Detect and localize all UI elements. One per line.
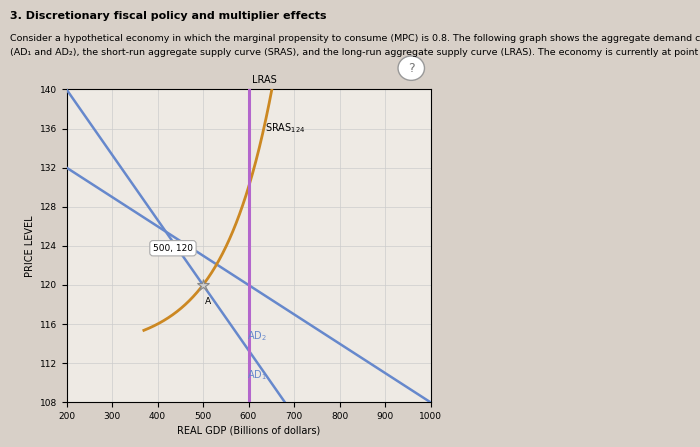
X-axis label: REAL GDP (Billions of dollars): REAL GDP (Billions of dollars) — [177, 425, 320, 435]
Text: Consider a hypothetical economy in which the marginal propensity to consume (MPC: Consider a hypothetical economy in which… — [10, 34, 700, 42]
Text: 500, 120: 500, 120 — [153, 244, 193, 253]
Text: (AD₁ and AD₂), the short-run aggregate supply curve (SRAS), and the long-run agg: (AD₁ and AD₂), the short-run aggregate s… — [10, 48, 700, 57]
Y-axis label: PRICE LEVEL: PRICE LEVEL — [25, 215, 36, 277]
Text: SRAS$_{124}$: SRAS$_{124}$ — [265, 122, 305, 135]
Text: AD$_1$: AD$_1$ — [247, 368, 267, 382]
Text: 3. Discretionary fiscal policy and multiplier effects: 3. Discretionary fiscal policy and multi… — [10, 11, 327, 21]
Text: A: A — [205, 297, 211, 306]
Text: LRAS: LRAS — [252, 75, 277, 84]
Text: ?: ? — [408, 62, 414, 75]
Text: AD$_2$: AD$_2$ — [247, 329, 267, 342]
Circle shape — [398, 56, 424, 80]
